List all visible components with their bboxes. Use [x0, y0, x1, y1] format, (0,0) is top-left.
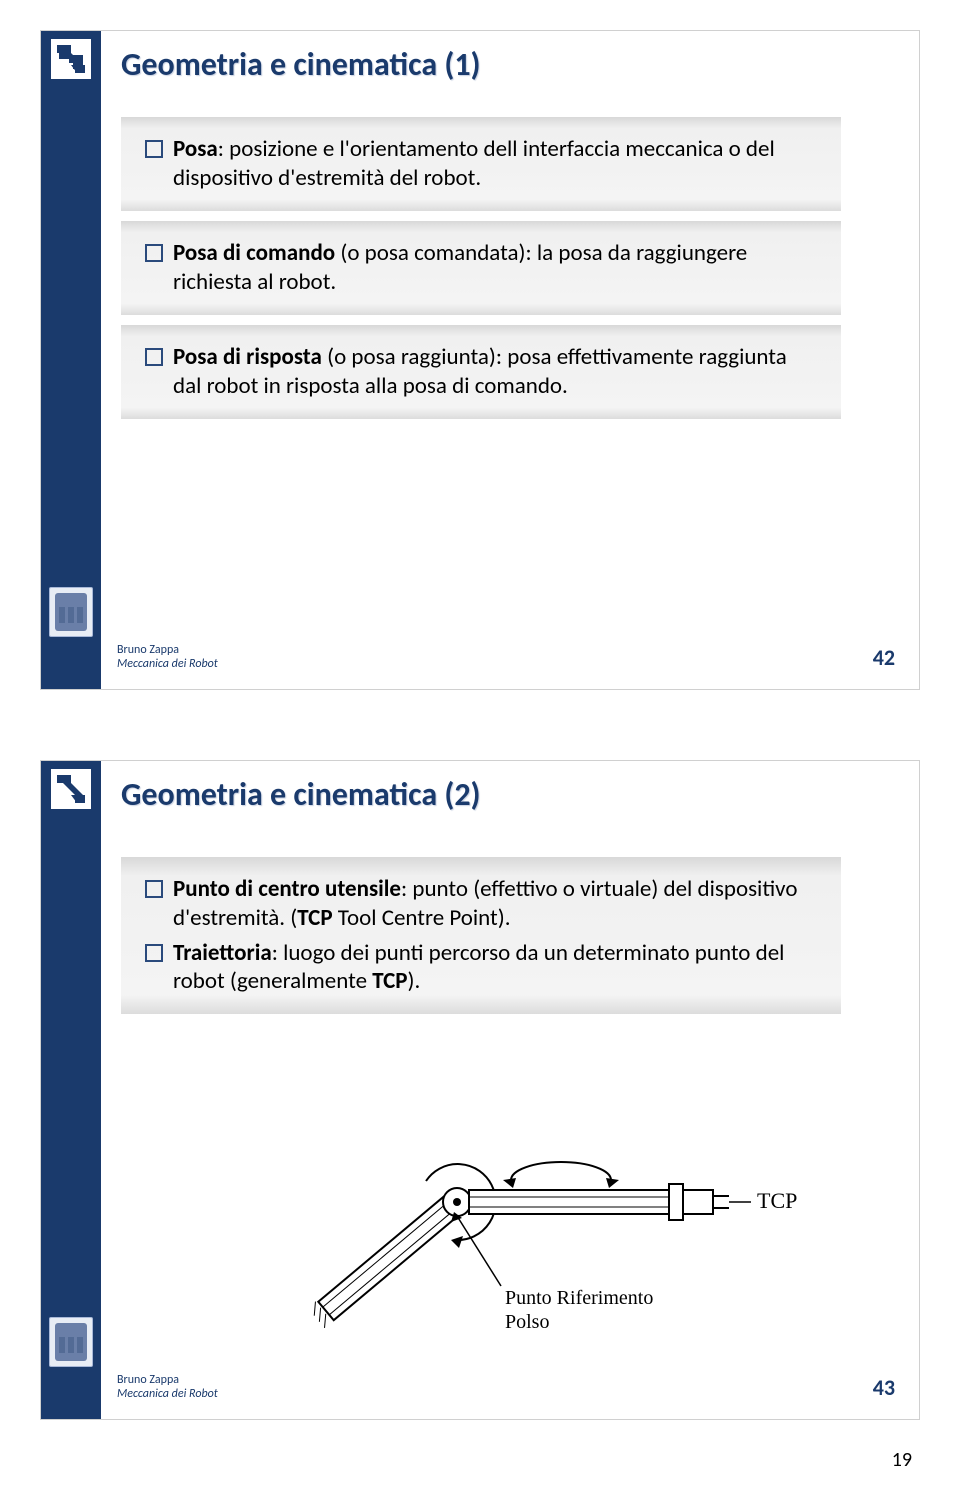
bullet-text: Posa di risposta (o posa raggiunta): pos…: [173, 343, 813, 401]
slide-number: 42: [873, 644, 895, 671]
bullet-icon: [145, 880, 163, 898]
sidebar: [41, 761, 101, 1419]
bullet-item: Posa di comando (o posa comandata): la p…: [145, 239, 813, 297]
bullet-icon: [145, 140, 163, 158]
arrow-icon: [51, 769, 91, 809]
content-box: Punto di centro utensile: punto (effetti…: [121, 857, 841, 1014]
robot-arm-diagram: TCP Punto Riferimento Polso: [301, 1106, 801, 1356]
university-logo: [49, 587, 93, 637]
bullet-icon: [145, 244, 163, 262]
arrow-icon: [51, 39, 91, 79]
diagram-label-ref2: Polso: [505, 1311, 549, 1333]
diagram-label-ref1: Punto Riferimento: [505, 1287, 653, 1309]
content-box: Posa di comando (o posa comandata): la p…: [121, 221, 841, 315]
bullet-text: Traiettoria: luogo dei punti percorso da…: [173, 939, 813, 997]
bullet-item: Posa: posizione e l'orientamento dell in…: [145, 135, 813, 193]
bullet-item: Punto di centro utensile: punto (effetti…: [145, 875, 813, 933]
bullet-item: Posa di risposta (o posa raggiunta): pos…: [145, 343, 813, 401]
content-box: Posa: posizione e l'orientamento dell in…: [121, 117, 841, 211]
bullet-text: Punto di centro utensile: punto (effetti…: [173, 875, 813, 933]
sidebar: [41, 31, 101, 689]
slide-1: Geometria e cinematica (1) Posa: posizio…: [40, 30, 920, 690]
bullet-icon: [145, 944, 163, 962]
bullet-text: Posa: posizione e l'orientamento dell in…: [173, 135, 813, 193]
bullet-item: Traiettoria: luogo dei punti percorso da…: [145, 939, 813, 997]
footer-author: Bruno Zappa Meccanica dei Robot: [117, 643, 218, 671]
footer-author: Bruno Zappa Meccanica dei Robot: [117, 1373, 218, 1401]
slide-number: 43: [873, 1374, 895, 1401]
diagram-label-tcp: TCP: [757, 1188, 797, 1213]
page-number: 19: [892, 1448, 912, 1472]
slide-title: Geometria e cinematica (2): [121, 775, 481, 814]
content-box: Posa di risposta (o posa raggiunta): pos…: [121, 325, 841, 419]
university-logo: [49, 1317, 93, 1367]
bullet-text: Posa di comando (o posa comandata): la p…: [173, 239, 813, 297]
slide-title: Geometria e cinematica (1): [121, 45, 481, 84]
slide-2: Geometria e cinematica (2) Punto di cent…: [40, 760, 920, 1420]
bullet-icon: [145, 348, 163, 366]
